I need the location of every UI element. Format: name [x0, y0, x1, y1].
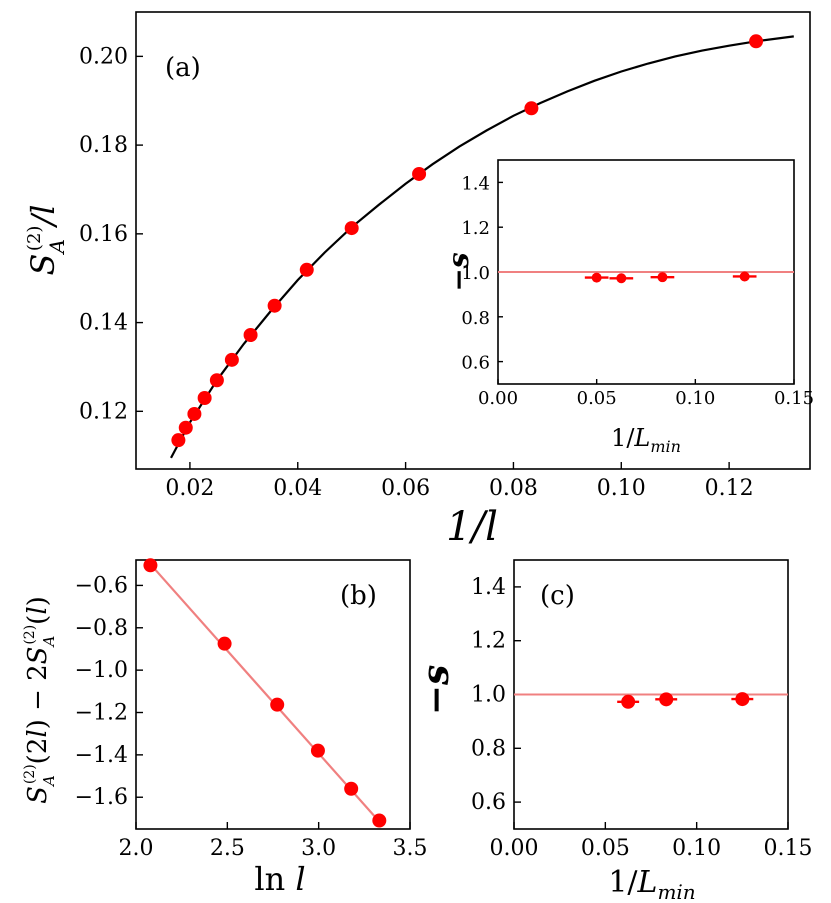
- y-tick-label: 1.2: [471, 629, 506, 654]
- panel-b-frame: [135, 559, 411, 830]
- y-tick-label: 0.6: [461, 353, 490, 374]
- x-tick-label: 0.00: [478, 388, 518, 409]
- data-point: [243, 328, 258, 343]
- data-point: [739, 271, 750, 282]
- y-tick-label: 0.14: [79, 311, 128, 336]
- panel-c-label: (c): [540, 581, 575, 611]
- panel-c-ylabel: −s: [415, 665, 457, 715]
- data-point: [217, 636, 232, 651]
- y-tick-label: 1.0: [471, 683, 506, 708]
- y-tick-label: 0.8: [471, 736, 506, 761]
- data-point: [143, 558, 158, 573]
- inset-ylabel: −s: [442, 252, 475, 291]
- x-tick-label: 0.02: [165, 476, 214, 501]
- inset-xlabel: 1/Lmin: [611, 424, 681, 456]
- y-tick-label: 0.18: [79, 133, 128, 158]
- data-point: [178, 420, 193, 435]
- data-point: [310, 743, 325, 758]
- data-point: [270, 697, 285, 712]
- data-point: [657, 272, 668, 283]
- x-tick-label: 0.00: [490, 836, 539, 861]
- fit-curve: [170, 35, 794, 459]
- data-point: [616, 273, 627, 284]
- data-point: [735, 692, 750, 707]
- data-point: [299, 262, 314, 277]
- y-tick-label: 0.8: [461, 308, 490, 329]
- svg-text:SA(2)(2l) − 2SA(2)(l): SA(2)(2l) − 2SA(2)(l): [22, 596, 58, 804]
- data-point: [659, 692, 674, 707]
- data-point: [224, 352, 239, 367]
- y-tick-label: −0.6: [75, 573, 128, 598]
- y-tick-label: −0.8: [75, 616, 128, 641]
- data-point: [197, 391, 212, 406]
- data-point: [372, 813, 387, 828]
- panel-a-label: (a): [165, 53, 201, 83]
- x-tick-label: 0.12: [705, 476, 754, 501]
- data-point: [412, 166, 427, 181]
- x-tick-label: 0.08: [489, 476, 538, 501]
- data-point: [344, 221, 359, 236]
- data-point: [209, 373, 224, 388]
- panel-b-xlabel: ln l: [254, 860, 305, 898]
- x-tick-label: 0.10: [672, 836, 721, 861]
- panel-c: 0.00 0.05 0.10 0.15 0.6 0.8 1.0 1.2 1.4: [471, 575, 812, 861]
- y-tick-label: 1.2: [461, 218, 490, 239]
- x-tick-label: 2.0: [119, 836, 154, 861]
- x-tick-label: 3.5: [393, 836, 428, 861]
- panel-a-xlabel: 1/l: [446, 504, 498, 550]
- data-point: [187, 406, 202, 421]
- data-point: [621, 694, 636, 709]
- x-tick-label: 0.06: [381, 476, 430, 501]
- panel-a: 0.02 0.04 0.06 0.08 0.10 0.12 0.12 0.14 0.16 0.18…: [79, 34, 794, 501]
- y-tick-label: 0.12: [79, 399, 128, 424]
- y-tick-label: −1.0: [75, 658, 128, 683]
- svg-text:SA(2)/l: SA(2)/l: [24, 205, 69, 276]
- data-point: [171, 433, 186, 448]
- x-tick-label: 0.05: [581, 836, 630, 861]
- y-tick-label: 0.20: [79, 44, 128, 69]
- x-tick-label: 0.10: [675, 388, 715, 409]
- y-tick-label: −1.6: [75, 785, 128, 810]
- x-tick-label: 2.5: [210, 836, 245, 861]
- data-point: [267, 298, 282, 313]
- data-point: [524, 101, 539, 116]
- data-point: [749, 34, 764, 49]
- panel-c-xlabel: 1/Lmin: [608, 865, 695, 903]
- y-tick-label: 0.16: [79, 222, 128, 247]
- x-tick-label: 0.15: [774, 388, 814, 409]
- panel-a-ylabel: SA(2)/l: [24, 205, 69, 276]
- panel-b: 2.0 2.5 3.0 3.5 −0.6 −0.8 −1.0 −1.2 −1.4 −1.6: [75, 558, 428, 861]
- y-tick-label: 0.6: [471, 790, 506, 815]
- x-tick-label: 0.05: [577, 388, 617, 409]
- y-tick-label: −1.2: [75, 701, 128, 726]
- fit-line: [149, 563, 381, 823]
- x-tick-label: 0.04: [273, 476, 322, 501]
- panel-b-ylabel: SA(2)(2l) − 2SA(2)(l): [22, 596, 58, 804]
- data-point: [344, 781, 359, 796]
- panel-a-frame: [135, 11, 811, 470]
- data-point: [591, 272, 602, 283]
- y-tick-label: 1.0: [461, 263, 490, 284]
- y-tick-label: 1.4: [461, 173, 490, 194]
- x-tick-label: 0.10: [597, 476, 646, 501]
- inset: 0.00 0.05 0.10 0.15 0.6 0.8 1.0 1.2 1.4: [461, 173, 814, 409]
- x-tick-label: 3.0: [301, 836, 336, 861]
- x-tick-label: 0.15: [764, 836, 813, 861]
- panel-b-label: (b): [340, 581, 377, 611]
- y-tick-label: 1.4: [471, 575, 506, 600]
- y-tick-label: −1.4: [75, 743, 128, 768]
